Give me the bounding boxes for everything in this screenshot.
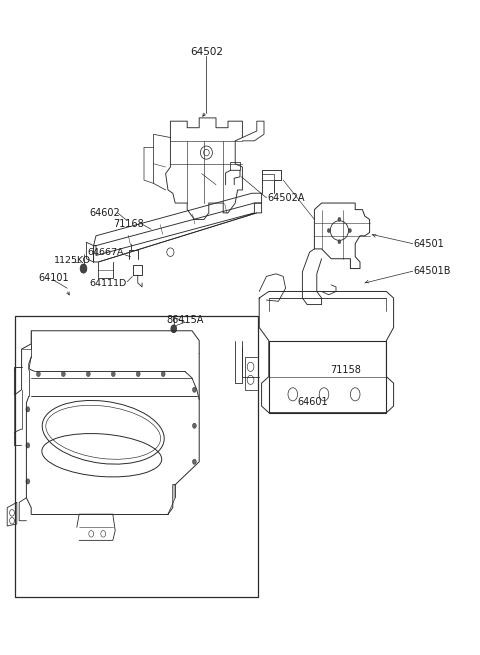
Bar	[269, 341, 386, 413]
Bar	[15, 316, 258, 597]
Text: 71158: 71158	[330, 365, 361, 375]
Circle shape	[338, 240, 341, 244]
Circle shape	[338, 217, 341, 221]
Text: 64501B: 64501B	[414, 266, 451, 276]
Text: 64502: 64502	[190, 47, 223, 58]
Circle shape	[192, 387, 196, 392]
Circle shape	[36, 371, 40, 377]
Circle shape	[61, 371, 65, 377]
Circle shape	[86, 371, 90, 377]
Text: 64502A: 64502A	[268, 193, 305, 203]
Text: 64101: 64101	[38, 273, 69, 284]
Text: 64601: 64601	[298, 397, 328, 407]
Circle shape	[192, 423, 196, 428]
Circle shape	[111, 371, 115, 377]
Circle shape	[26, 443, 30, 448]
Circle shape	[161, 371, 165, 377]
Circle shape	[192, 459, 196, 464]
Text: 64111D: 64111D	[89, 279, 126, 288]
Text: 64501: 64501	[414, 238, 444, 249]
Text: 64602: 64602	[89, 208, 120, 218]
Text: 64667A: 64667A	[87, 248, 124, 257]
Text: 86415A: 86415A	[166, 314, 204, 325]
Circle shape	[136, 371, 140, 377]
Text: 1125KO: 1125KO	[54, 256, 91, 265]
Circle shape	[26, 479, 30, 484]
Circle shape	[26, 407, 30, 412]
Circle shape	[327, 229, 330, 233]
Circle shape	[348, 229, 351, 233]
Text: 71168: 71168	[113, 219, 144, 229]
Circle shape	[171, 325, 177, 333]
Circle shape	[80, 264, 87, 273]
